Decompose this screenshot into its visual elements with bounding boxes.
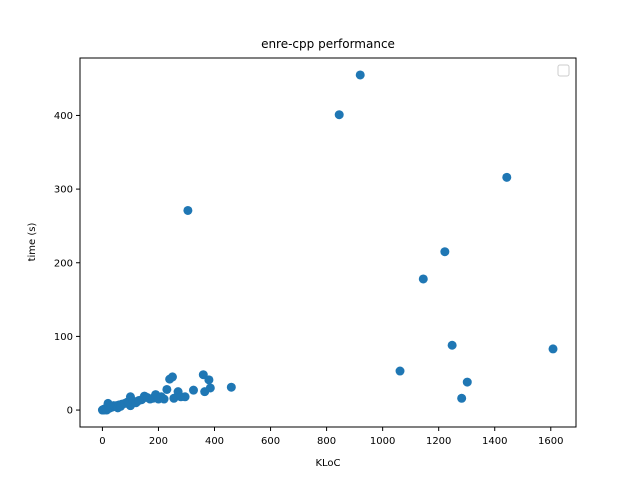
data-point bbox=[159, 394, 169, 404]
data-point bbox=[204, 375, 214, 385]
y-tick-label: 0 bbox=[67, 406, 73, 417]
chart-title: enre-cpp performance bbox=[261, 37, 395, 51]
y-tick-label: 400 bbox=[54, 111, 73, 122]
plot-frame bbox=[79, 57, 577, 428]
x-tick-label: 1000 bbox=[370, 436, 395, 447]
y-tick-label: 200 bbox=[54, 258, 73, 269]
data-point bbox=[548, 344, 558, 354]
y-axis-label: time (s) bbox=[27, 223, 38, 262]
x-tick-label: 1200 bbox=[426, 436, 451, 447]
data-point bbox=[169, 393, 179, 403]
y-tick-label: 300 bbox=[54, 185, 73, 196]
data-point bbox=[188, 385, 198, 395]
x-tick-label: 1600 bbox=[538, 436, 563, 447]
data-point bbox=[355, 70, 365, 80]
data-point bbox=[162, 384, 172, 394]
y-tick-label: 100 bbox=[54, 332, 73, 343]
data-point bbox=[462, 377, 472, 387]
data-point bbox=[457, 393, 467, 403]
legend-box bbox=[557, 64, 570, 77]
x-tick-label: 1400 bbox=[482, 436, 507, 447]
data-point bbox=[440, 247, 450, 257]
x-tick-label: 400 bbox=[205, 436, 224, 447]
x-tick-label: 200 bbox=[149, 436, 168, 447]
x-tick-label: 800 bbox=[317, 436, 336, 447]
data-point bbox=[226, 382, 236, 392]
data-point bbox=[334, 110, 344, 120]
x-axis-label: KLoC bbox=[315, 458, 340, 469]
data-points bbox=[97, 70, 558, 415]
x-tick-label: 600 bbox=[261, 436, 280, 447]
data-point bbox=[183, 205, 193, 215]
data-point bbox=[167, 372, 177, 382]
data-point bbox=[395, 366, 405, 376]
y-axis-ticks: 0 100 200 300 400 bbox=[54, 111, 80, 417]
data-point bbox=[205, 383, 215, 393]
x-tick-label: 0 bbox=[99, 436, 105, 447]
data-point bbox=[502, 172, 512, 182]
data-point bbox=[447, 340, 457, 350]
data-point bbox=[180, 392, 190, 402]
x-axis-ticks: 0 200 400 600 800 1000 1200 1400 1600 bbox=[99, 427, 564, 447]
data-point bbox=[418, 274, 428, 284]
